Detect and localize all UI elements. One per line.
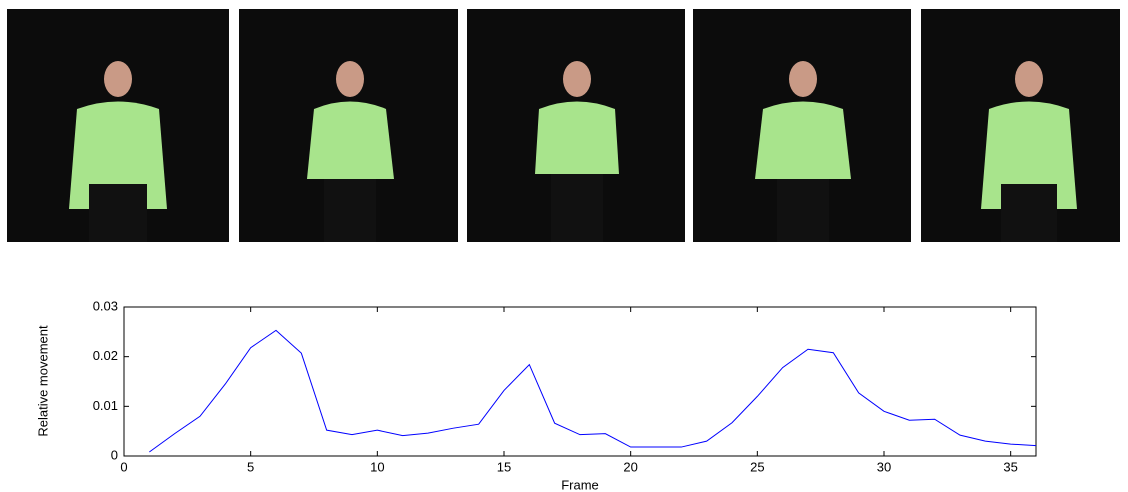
video-frames xyxy=(7,9,1120,242)
x-tick-label: 5 xyxy=(247,459,254,474)
y-tick-label: 0.01 xyxy=(93,398,118,413)
frame-3 xyxy=(467,9,685,242)
plot-area xyxy=(123,306,1037,457)
data-line xyxy=(149,329,1037,453)
y-tick-label: 0.02 xyxy=(93,348,118,363)
x-tick-label: 35 xyxy=(1003,459,1017,474)
frame-4 xyxy=(693,9,911,242)
frame-5 xyxy=(921,9,1120,242)
y-tick-label: 0 xyxy=(111,447,118,462)
frame-2 xyxy=(239,9,458,242)
x-axis-label: Frame xyxy=(561,477,599,492)
frame-1 xyxy=(7,9,229,242)
x-tick-label: 25 xyxy=(750,459,764,474)
x-tick-label: 10 xyxy=(370,459,384,474)
x-tick-label: 15 xyxy=(497,459,511,474)
x-tick-label: 0 xyxy=(120,459,127,474)
x-tick-label: 20 xyxy=(623,459,637,474)
x-tick-label: 30 xyxy=(877,459,891,474)
y-tick-label: 0.03 xyxy=(93,298,118,313)
y-axis-label: Relative movement xyxy=(35,325,50,437)
